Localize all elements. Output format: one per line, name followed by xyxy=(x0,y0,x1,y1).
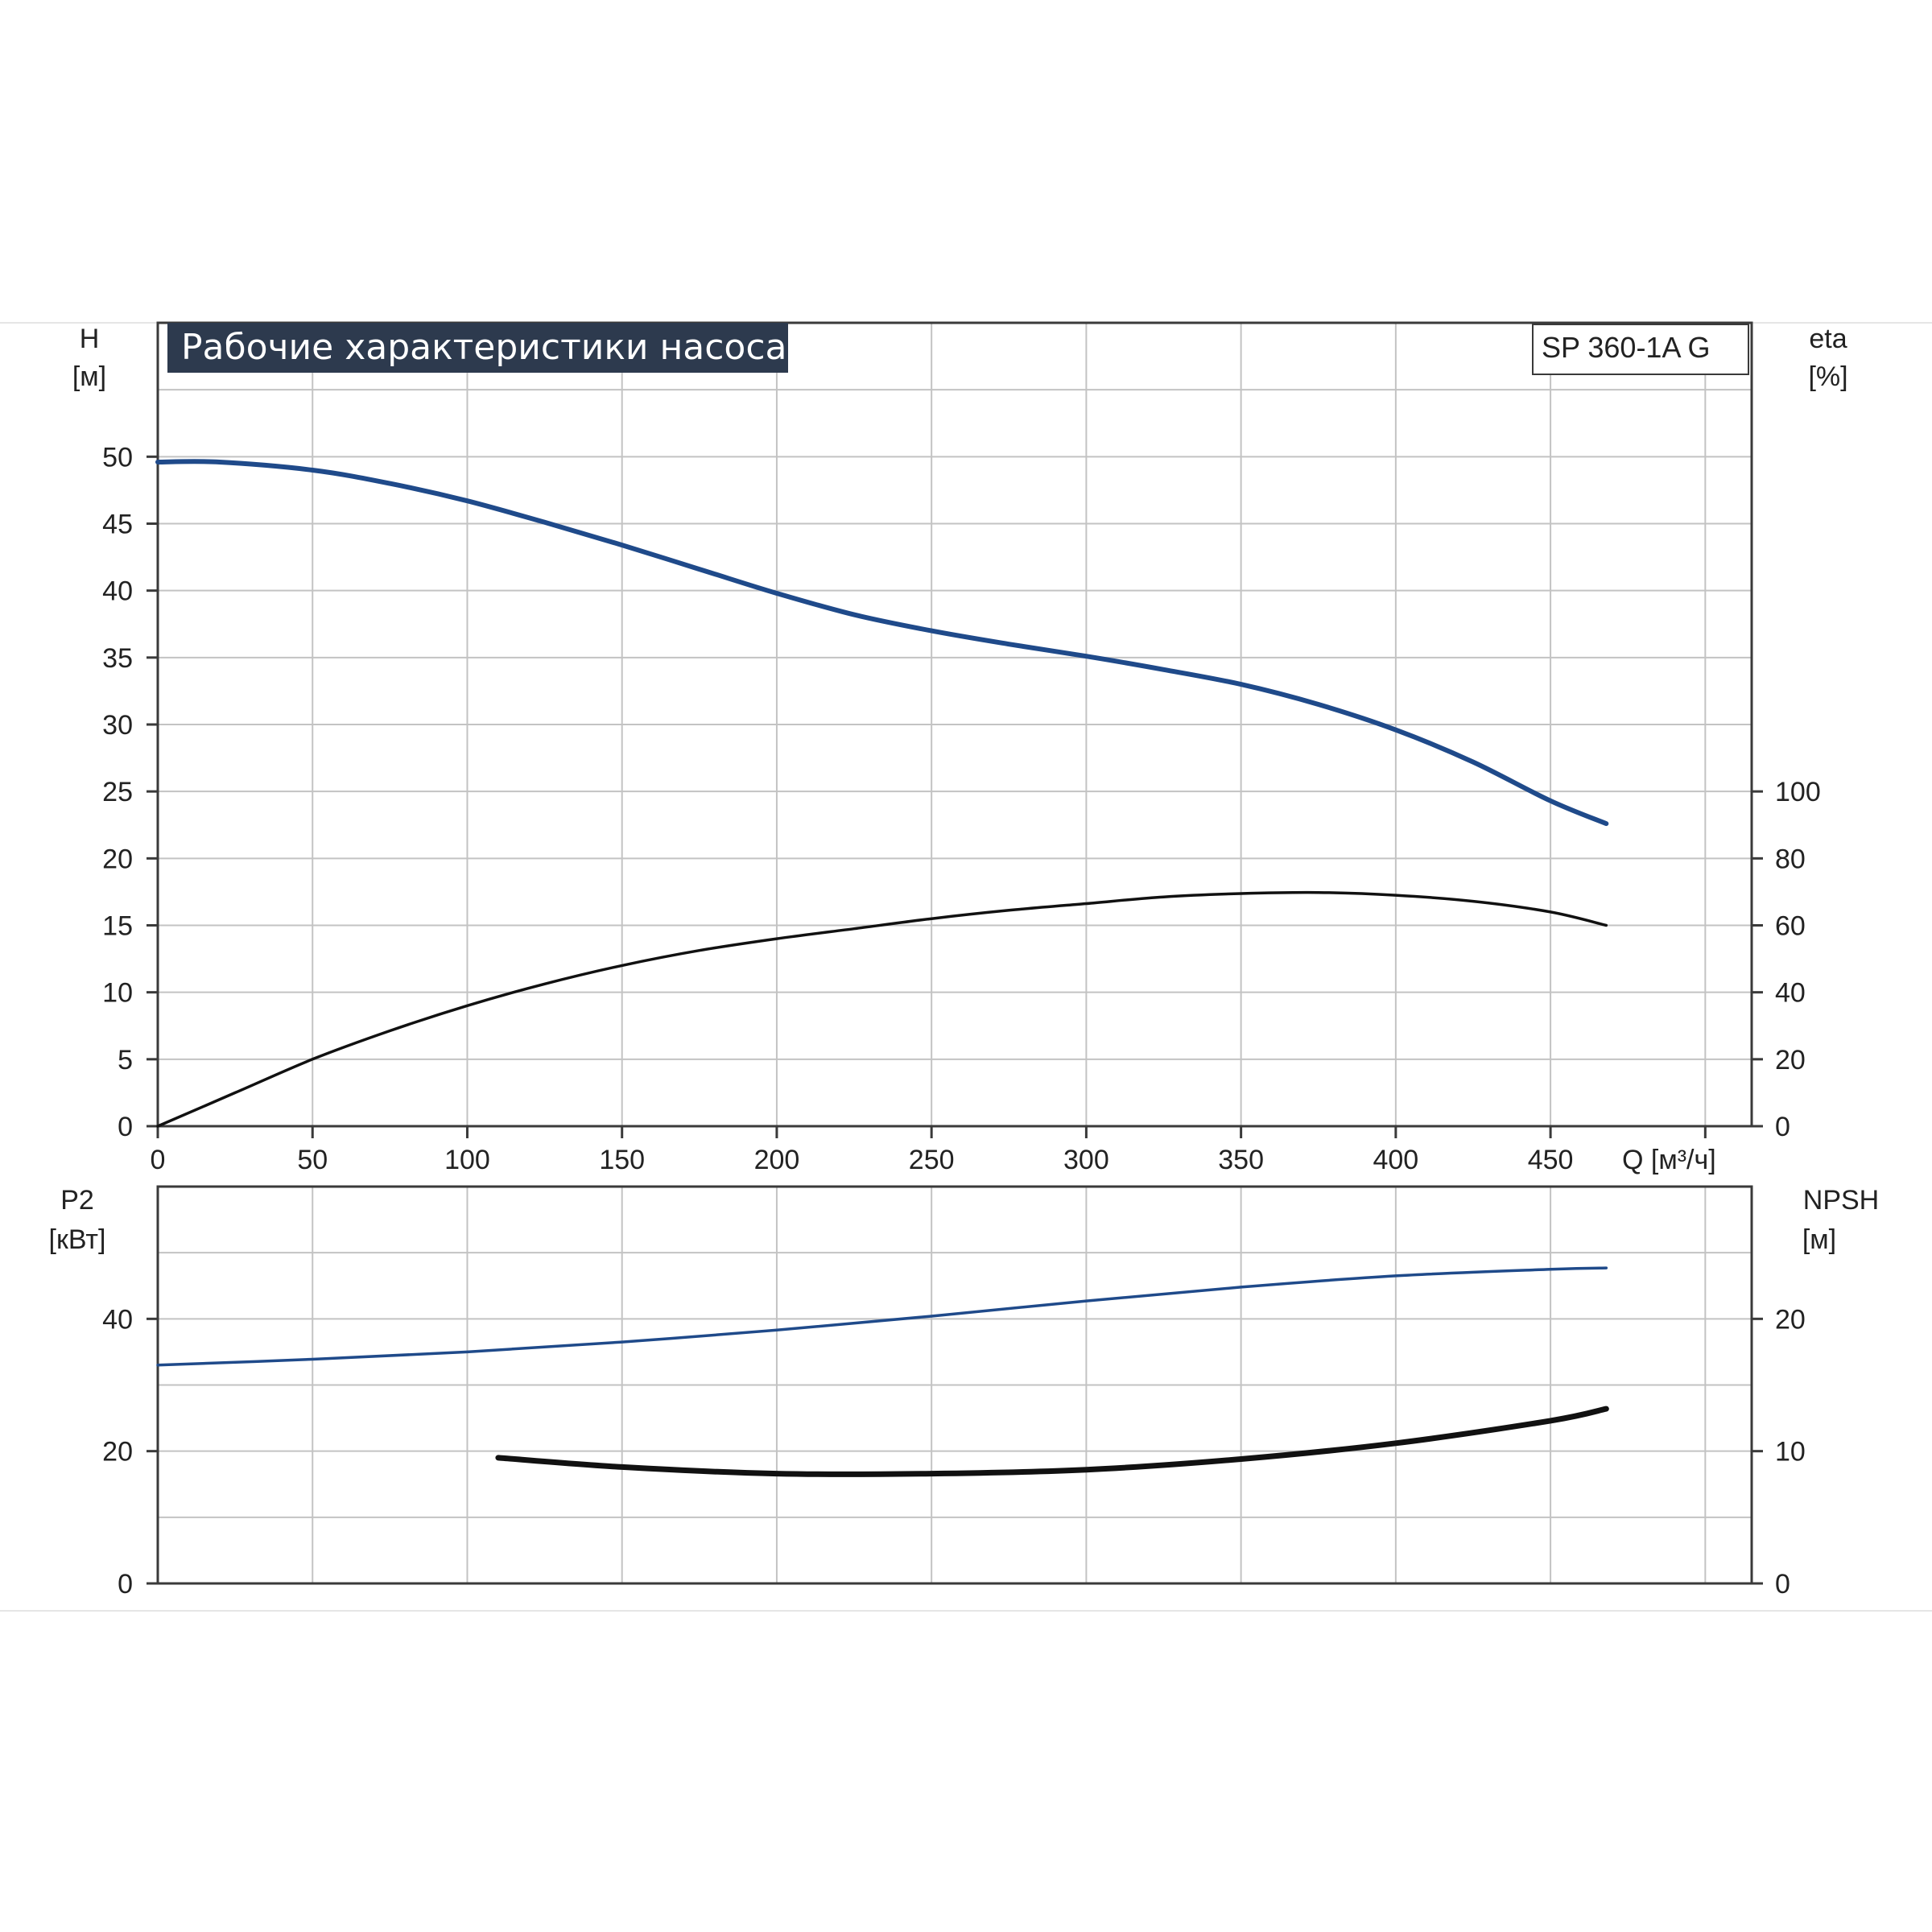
eta-tick-label: 40 xyxy=(1775,978,1806,1009)
bottom-chart-tick-labels: 0 20 40 0 10 20 xyxy=(102,1304,1806,1600)
eta-tick-label: 0 xyxy=(1775,1112,1790,1142)
x-tick-label: 100 xyxy=(444,1145,490,1175)
power-axis-unit: [кВт] xyxy=(49,1224,106,1255)
model-label: SP 360-1A G xyxy=(1542,331,1710,364)
x-tick-label: 350 xyxy=(1218,1145,1264,1175)
x-tick-label: 300 xyxy=(1063,1145,1109,1175)
x-tick-label: 250 xyxy=(909,1145,955,1175)
head-tick-label: 15 xyxy=(102,911,133,942)
npsh-tick-label: 10 xyxy=(1775,1437,1806,1468)
head-tick-label: 5 xyxy=(118,1045,133,1075)
npsh-axis-label: NPSH xyxy=(1803,1185,1879,1216)
x-tick-label: 400 xyxy=(1373,1145,1418,1175)
chart-title-box: Рабочие характеристики насоса xyxy=(167,323,788,373)
eta-axis-label: eta xyxy=(1809,324,1847,354)
head-tick-label: 0 xyxy=(118,1112,133,1142)
power-axis-label: P2 xyxy=(60,1185,94,1216)
npsh-tick-label: 0 xyxy=(1775,1569,1790,1600)
npsh-curve xyxy=(495,1406,1609,1477)
head-tick-label: 30 xyxy=(102,710,133,741)
eta-tick-label: 80 xyxy=(1775,844,1806,874)
npsh-tick-label: 20 xyxy=(1775,1304,1806,1335)
eta-tick-label: 20 xyxy=(1775,1045,1806,1075)
x-tick-label: 200 xyxy=(754,1145,800,1175)
x-tick-label: 50 xyxy=(297,1145,328,1175)
x-tick-label: 150 xyxy=(599,1145,645,1175)
head-tick-label: 35 xyxy=(102,643,133,674)
model-label-background xyxy=(1532,324,1749,375)
eta-tick-label: 100 xyxy=(1775,777,1821,807)
head-curve xyxy=(155,459,1609,827)
eta-tick-label: 60 xyxy=(1775,911,1806,942)
chart-title-background xyxy=(167,323,788,373)
x-tick-label: 450 xyxy=(1528,1145,1574,1175)
chart-curves xyxy=(155,459,1609,1477)
head-tick-label: 45 xyxy=(102,510,133,540)
efficiency-curve xyxy=(156,890,1608,1128)
power-tick-label: 40 xyxy=(102,1304,133,1335)
head-tick-label: 10 xyxy=(102,978,133,1009)
power-tick-label: 20 xyxy=(102,1437,133,1468)
bottom-chart-grid xyxy=(158,1187,1752,1583)
chart-title: Рабочие характеристики насоса xyxy=(181,327,786,368)
head-tick-label: 50 xyxy=(102,442,133,473)
head-tick-label: 20 xyxy=(102,844,133,874)
flow-axis-label: Q [м³/ч] xyxy=(1622,1145,1716,1175)
model-label-box: SP 360-1A G xyxy=(1532,324,1749,375)
x-tick-label: 0 xyxy=(151,1145,166,1175)
top-chart-grid xyxy=(158,323,1752,1126)
power-curve xyxy=(156,1266,1608,1367)
head-axis-label: H xyxy=(80,324,100,354)
head-tick-label: 25 xyxy=(102,777,133,807)
top-chart-tick-labels: 0 50 100 150 200 250 300 350 400 4500510152025303… xyxy=(102,442,1821,1175)
bottom-chart-frame xyxy=(156,1185,1753,1585)
head-axis-unit: [м] xyxy=(72,361,106,392)
eta-axis-unit: [%] xyxy=(1808,361,1847,392)
npsh-axis-unit: [м] xyxy=(1802,1224,1836,1255)
power-tick-label: 0 xyxy=(118,1569,133,1600)
head-tick-label: 40 xyxy=(102,576,133,607)
